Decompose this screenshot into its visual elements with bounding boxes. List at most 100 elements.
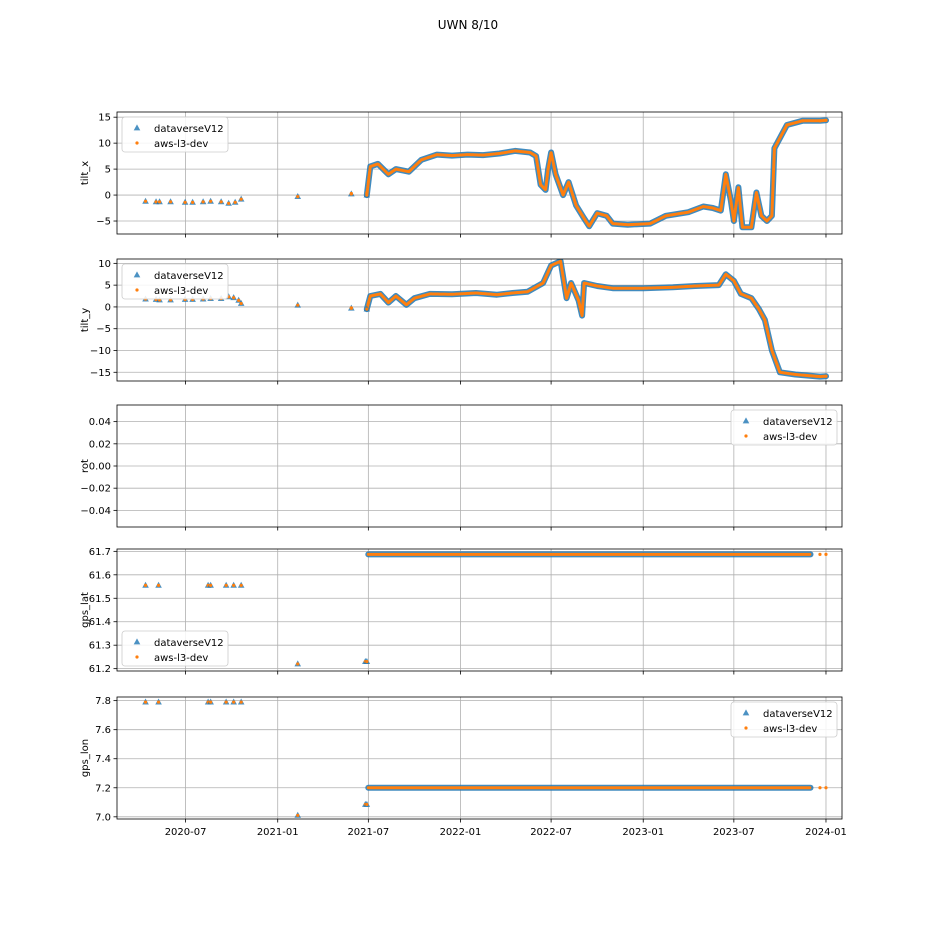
y-tick-label: −0.02 <box>80 484 111 495</box>
y-axis-label: tilt_y <box>80 308 91 332</box>
point-aws-l3-dev <box>183 200 187 204</box>
point-aws-l3-dev <box>201 200 205 204</box>
point-aws-l3-dev <box>824 118 828 122</box>
point-aws-l3-dev <box>772 146 777 150</box>
point-aws-l3-dev <box>824 786 828 790</box>
point-aws-l3-dev <box>156 583 161 587</box>
y-tick-label: −0.04 <box>80 506 111 517</box>
y-tick-label: 5 <box>105 165 111 176</box>
y-axis-label: gps_lon <box>80 739 91 777</box>
point-aws-l3-dev <box>209 700 213 704</box>
legend: dataverseV12 aws-l3-dev <box>121 630 229 667</box>
series-aws-l3-dev-band <box>365 259 828 379</box>
y-tick-label: −5 <box>96 217 111 228</box>
y-tick-label: 0 <box>105 191 111 202</box>
point-aws-l3-dev <box>227 201 231 205</box>
point-aws-l3-dev <box>154 200 158 204</box>
legend-marker-dot <box>744 726 748 730</box>
point-aws-l3-dev <box>296 303 300 307</box>
legend-label: aws-l3-dev <box>763 432 817 443</box>
point-aws-l3-dev <box>824 374 828 378</box>
data-gps_lon <box>142 698 828 818</box>
point-aws-l3-dev <box>818 119 822 123</box>
data-tilt_x <box>142 117 829 231</box>
y-tick-label: 0.02 <box>89 439 111 450</box>
panel-gps_lon: 7.0 7.2 7.4 7.6 7.8 gps_lon 2020-07 2021-01 2021… <box>80 696 847 838</box>
y-tick-label: 7.6 <box>95 725 111 736</box>
legend-label: dataverseV12 <box>154 638 224 649</box>
legend-label: aws-l3-dev <box>154 286 208 297</box>
y-tick-label: 0.00 <box>89 462 111 473</box>
legend-label: dataverseV12 <box>154 124 224 135</box>
point-aws-l3-dev <box>156 700 161 704</box>
legend-label: dataverseV12 <box>763 709 833 720</box>
point-aws-l3-dev <box>143 583 148 587</box>
y-tick-label: −10 <box>90 346 111 357</box>
y-tick-label: 61.3 <box>89 641 111 652</box>
panels: −5 0 5 10 15 tilt_x dataverseV12 aws-l3-dev −15 −… <box>80 111 847 838</box>
point-aws-l3-dev <box>232 296 236 300</box>
x-tick-label: 2021-01 <box>257 827 299 838</box>
point-aws-l3-dev <box>219 200 223 204</box>
grid-gps_lon <box>117 697 842 819</box>
y-tick-label: 61.5 <box>89 594 111 605</box>
y-tick-label: 7.4 <box>95 754 111 765</box>
y-tick-label: −5 <box>96 324 111 335</box>
series-aws-l3-dev-band <box>365 118 828 229</box>
point-aws-l3-dev <box>209 199 213 203</box>
y-tick-label: 61.4 <box>89 617 111 628</box>
legend-box <box>730 701 838 738</box>
data-gps_lat <box>142 551 828 667</box>
point-aws-l3-dev <box>239 301 243 306</box>
point-aws-l3-dev <box>365 660 369 664</box>
point-aws-l3-dev <box>239 583 243 587</box>
y-tick-label: 61.7 <box>89 547 111 558</box>
axes-frame <box>116 696 843 820</box>
point-aws-l3-dev <box>237 298 241 302</box>
axes-frame <box>116 258 843 382</box>
legend-label: aws-l3-dev <box>154 653 208 664</box>
y-tick-label: −15 <box>90 368 111 379</box>
point-aws-l3-dev <box>143 199 148 203</box>
point-aws-l3-dev <box>224 583 228 587</box>
point-aws-l3-dev <box>785 123 789 127</box>
panel-rot: −0.04 −0.02 0.00 0.02 0.04 rot dataverseV12 aws… <box>80 404 843 531</box>
x-tick-label: 2021-07 <box>347 827 389 838</box>
panel-gps_lat: 61.2 61.3 61.4 61.5 61.6 61.7 gps_lat dataverse… <box>80 547 843 675</box>
y-axis-label: tilt_x <box>80 161 91 185</box>
y-tick-label: 7.8 <box>95 696 111 707</box>
legend: dataverseV12 aws-l3-dev <box>730 409 838 446</box>
point-aws-l3-dev <box>349 191 353 196</box>
point-aws-l3-dev <box>296 813 300 817</box>
legend: dataverseV12 aws-l3-dev <box>121 116 229 153</box>
point-aws-l3-dev <box>191 200 195 204</box>
legend-marker-triangle <box>133 271 141 278</box>
point-aws-l3-dev <box>365 191 369 195</box>
legend-box <box>730 409 838 446</box>
point-aws-l3-dev <box>818 786 822 790</box>
legend-box <box>121 263 229 300</box>
point-aws-l3-dev <box>365 802 369 807</box>
point-aws-l3-dev <box>157 200 162 204</box>
legend-box <box>121 630 229 667</box>
legend-marker-triangle <box>133 638 141 645</box>
point-aws-l3-dev <box>239 197 243 201</box>
y-axis-label: gps_lat <box>80 592 91 628</box>
point-aws-l3-dev <box>800 119 805 123</box>
axes-frame <box>116 111 843 235</box>
point-aws-l3-dev <box>296 662 300 666</box>
legend-marker-dot <box>135 141 139 145</box>
y-axis-label: rot <box>80 459 91 473</box>
point-aws-l3-dev <box>209 583 213 587</box>
legend-label: aws-l3-dev <box>763 724 817 735</box>
y-tick-label: 0.04 <box>89 417 111 428</box>
y-tick-label: 15 <box>98 113 111 124</box>
point-aws-l3-dev <box>143 700 148 704</box>
y-tick-label: 10 <box>98 259 111 270</box>
legend-marker-triangle <box>133 124 141 131</box>
panel-tilt_x: −5 0 5 10 15 tilt_x dataverseV12 aws-l3-dev <box>80 111 843 238</box>
axes-frame <box>116 548 843 672</box>
x-tick-label: 2023-07 <box>713 827 755 838</box>
y-tick-label: 0 <box>105 302 111 313</box>
